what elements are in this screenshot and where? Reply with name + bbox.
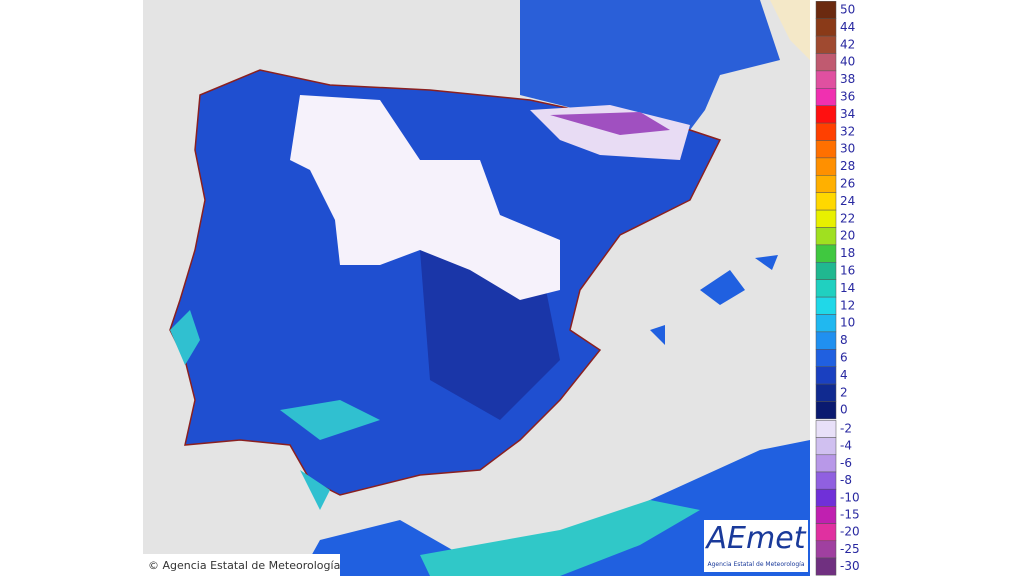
- pyrenees-cold: [550, 112, 670, 135]
- balearics: [650, 255, 778, 345]
- legend-swatch: [815, 314, 837, 333]
- legend-swatch: [815, 437, 837, 456]
- logo-box: [704, 520, 808, 572]
- legend-label: 24: [840, 194, 855, 208]
- legend-label: 50: [840, 3, 855, 17]
- legend-swatch: [815, 296, 837, 315]
- snow: [290, 95, 560, 300]
- legend-label: 8: [840, 333, 848, 347]
- legend-swatch: [815, 331, 837, 350]
- africa: [300, 440, 810, 576]
- legend-swatch: [815, 523, 837, 542]
- legend-label: 34: [840, 107, 855, 121]
- legend-label: 36: [840, 90, 855, 104]
- africa-coast: [420, 500, 700, 576]
- legend-swatch: [815, 140, 837, 159]
- legend-swatch: [815, 157, 837, 176]
- legend-label: 0: [840, 403, 848, 417]
- legend-label: 12: [840, 298, 855, 312]
- legend-swatch: [815, 227, 837, 246]
- legend-label: -2: [840, 422, 852, 436]
- legend-swatch: [815, 540, 837, 559]
- legend-swatch: [815, 1, 837, 19]
- france: [520, 0, 780, 130]
- legend-swatch: [815, 70, 837, 89]
- legend-swatch: [815, 53, 837, 72]
- legend-label: 6: [840, 351, 848, 365]
- legend-swatch: [815, 105, 837, 124]
- legend-label: 18: [840, 246, 855, 260]
- legend-label: 40: [840, 55, 855, 69]
- legend-swatch: [815, 88, 837, 106]
- legend-label: 16: [840, 264, 855, 278]
- legend-swatch: [815, 192, 837, 211]
- legend-swatch: [815, 175, 837, 193]
- legend-swatch: [815, 35, 837, 54]
- legend-swatch: [815, 349, 837, 367]
- legend-swatch: [815, 506, 837, 524]
- legend-label: 26: [840, 177, 855, 191]
- legend-label: -10: [840, 490, 860, 504]
- legend-swatch: [815, 454, 837, 473]
- map: © Agencia Estatal de Meteorología AEmet …: [143, 0, 810, 576]
- legend-swatch: [815, 488, 837, 507]
- legend-label: 44: [840, 20, 855, 34]
- legend-label: 42: [840, 37, 855, 51]
- legend-swatch: [815, 279, 837, 298]
- legend-label: -8: [840, 473, 852, 487]
- legend-swatch: [815, 244, 837, 263]
- credit-box: [143, 554, 340, 576]
- legend-label: 14: [840, 281, 855, 295]
- legend-label: 30: [840, 142, 855, 156]
- legend-label: -6: [840, 456, 852, 470]
- legend-label: -4: [840, 439, 852, 453]
- legend-label: -20: [840, 525, 860, 539]
- legend-label: -15: [840, 508, 860, 522]
- legend-label: 22: [840, 211, 855, 225]
- legend-swatch: [815, 122, 837, 141]
- legend-label: 20: [840, 229, 855, 243]
- legend-swatch: [815, 401, 837, 420]
- credit: © Agencia Estatal de Meteorología: [148, 559, 340, 572]
- legend-label: -25: [840, 542, 860, 556]
- legend-label: 2: [840, 385, 848, 399]
- legend-swatch: [815, 471, 837, 490]
- logo-subtitle: Agencia Estatal de Meteorología: [708, 561, 805, 568]
- legend-swatch: [815, 262, 837, 280]
- logo: AEmet: [705, 521, 807, 556]
- legend-label: 38: [840, 72, 855, 86]
- legend-swatch: [815, 557, 837, 576]
- legend-swatch: [815, 420, 837, 438]
- legend: 5044424038363432302826242220181614121086…: [815, 1, 860, 576]
- legend-swatch: [815, 209, 837, 228]
- legend-label: -30: [840, 559, 860, 573]
- legend-label: 28: [840, 159, 855, 173]
- legend-swatch: [815, 383, 837, 402]
- legend-label: 4: [840, 368, 848, 382]
- legend-swatch: [815, 18, 837, 37]
- coast-warm: [170, 310, 380, 510]
- legend-label: 32: [840, 124, 855, 138]
- legend-label: 10: [840, 316, 855, 330]
- italy: [770, 0, 810, 60]
- legend-swatch: [815, 366, 837, 385]
